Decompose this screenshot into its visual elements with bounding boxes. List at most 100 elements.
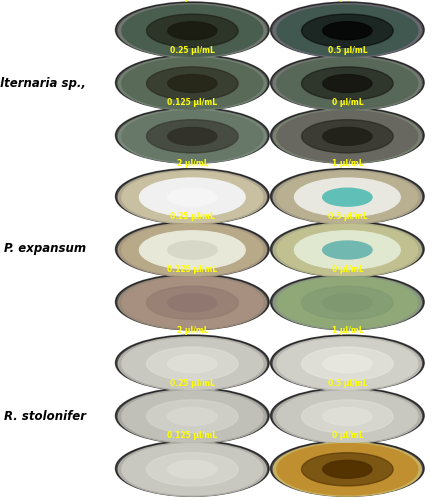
- Ellipse shape: [271, 108, 424, 164]
- Ellipse shape: [323, 22, 372, 40]
- Ellipse shape: [168, 460, 217, 478]
- Ellipse shape: [277, 391, 418, 442]
- Ellipse shape: [301, 286, 393, 320]
- Ellipse shape: [116, 55, 269, 110]
- Ellipse shape: [323, 408, 372, 426]
- Ellipse shape: [122, 444, 263, 495]
- Ellipse shape: [116, 274, 269, 330]
- Ellipse shape: [273, 4, 421, 58]
- Ellipse shape: [271, 335, 424, 391]
- Ellipse shape: [116, 440, 269, 496]
- Ellipse shape: [116, 168, 269, 224]
- Text: 0.5 μl/mL: 0.5 μl/mL: [327, 378, 367, 388]
- Ellipse shape: [277, 224, 418, 276]
- Ellipse shape: [271, 274, 424, 330]
- Text: 0.125 μl/mL: 0.125 μl/mL: [167, 98, 217, 108]
- Text: 0 μl/mL: 0 μl/mL: [331, 432, 363, 440]
- Ellipse shape: [168, 354, 217, 372]
- Ellipse shape: [271, 2, 424, 58]
- Ellipse shape: [277, 5, 418, 57]
- Ellipse shape: [301, 120, 393, 153]
- Ellipse shape: [168, 294, 217, 312]
- Ellipse shape: [273, 110, 421, 163]
- Text: 1 μl/mL: 1 μl/mL: [331, 160, 363, 168]
- Text: 0.5 μl/mL: 0.5 μl/mL: [327, 212, 367, 221]
- Ellipse shape: [294, 178, 400, 216]
- Ellipse shape: [168, 241, 217, 259]
- Ellipse shape: [118, 337, 266, 390]
- Ellipse shape: [116, 388, 269, 444]
- Ellipse shape: [118, 56, 266, 110]
- Ellipse shape: [146, 67, 238, 100]
- Ellipse shape: [146, 286, 238, 320]
- Text: Alternaria sp.,: Alternaria sp.,: [0, 77, 86, 90]
- Text: 0.25 μl/mL: 0.25 μl/mL: [170, 378, 215, 388]
- Text: 2 μl/mL: 2 μl/mL: [177, 326, 208, 335]
- Ellipse shape: [277, 172, 418, 223]
- Ellipse shape: [271, 55, 424, 110]
- Ellipse shape: [323, 460, 372, 478]
- Text: 0.25 μl/mL: 0.25 μl/mL: [170, 46, 215, 54]
- Ellipse shape: [118, 110, 266, 163]
- Ellipse shape: [301, 14, 393, 48]
- Ellipse shape: [301, 400, 393, 433]
- Ellipse shape: [146, 347, 238, 380]
- Ellipse shape: [116, 2, 269, 58]
- Ellipse shape: [273, 223, 421, 277]
- Ellipse shape: [118, 170, 266, 224]
- Ellipse shape: [271, 388, 424, 444]
- Ellipse shape: [122, 58, 263, 109]
- Text: R. stolonifer: R. stolonifer: [4, 410, 86, 422]
- Ellipse shape: [323, 74, 372, 92]
- Text: 2 μl/mL: 2 μl/mL: [177, 0, 208, 2]
- Ellipse shape: [146, 452, 238, 486]
- Ellipse shape: [146, 120, 238, 153]
- Text: 0 μl/mL: 0 μl/mL: [331, 265, 363, 274]
- Text: 1 μl/mL: 1 μl/mL: [331, 326, 363, 335]
- Ellipse shape: [140, 231, 245, 269]
- Ellipse shape: [118, 390, 266, 444]
- Ellipse shape: [323, 188, 372, 206]
- Text: 0 μl/mL: 0 μl/mL: [331, 98, 363, 108]
- Ellipse shape: [323, 294, 372, 312]
- Ellipse shape: [273, 390, 421, 444]
- Ellipse shape: [277, 444, 418, 495]
- Ellipse shape: [168, 22, 217, 40]
- Ellipse shape: [277, 58, 418, 109]
- Ellipse shape: [122, 110, 263, 162]
- Ellipse shape: [273, 56, 421, 110]
- Ellipse shape: [140, 178, 245, 216]
- Text: 0.25 μl/mL: 0.25 μl/mL: [170, 212, 215, 221]
- Text: 2 μl/mL: 2 μl/mL: [177, 160, 208, 168]
- Ellipse shape: [273, 170, 421, 224]
- Ellipse shape: [301, 67, 393, 100]
- Ellipse shape: [323, 128, 372, 146]
- Ellipse shape: [116, 222, 269, 277]
- Ellipse shape: [301, 347, 393, 380]
- Text: P. expansum: P. expansum: [4, 242, 86, 256]
- Text: 0.125 μl/mL: 0.125 μl/mL: [167, 265, 217, 274]
- Ellipse shape: [168, 128, 217, 146]
- Ellipse shape: [168, 188, 217, 206]
- Ellipse shape: [122, 5, 263, 57]
- Ellipse shape: [294, 231, 400, 269]
- Ellipse shape: [116, 108, 269, 164]
- Ellipse shape: [118, 223, 266, 277]
- Ellipse shape: [118, 442, 266, 496]
- Ellipse shape: [301, 452, 393, 486]
- Ellipse shape: [323, 241, 372, 259]
- Ellipse shape: [273, 442, 421, 496]
- Ellipse shape: [146, 14, 238, 48]
- Ellipse shape: [168, 74, 217, 92]
- Ellipse shape: [277, 110, 418, 162]
- Text: 0.5 μl/mL: 0.5 μl/mL: [327, 46, 367, 54]
- Text: 0.125 μl/mL: 0.125 μl/mL: [167, 432, 217, 440]
- Ellipse shape: [271, 222, 424, 277]
- Ellipse shape: [122, 172, 263, 223]
- Ellipse shape: [277, 338, 418, 390]
- Ellipse shape: [146, 400, 238, 433]
- Ellipse shape: [271, 440, 424, 496]
- Ellipse shape: [168, 408, 217, 426]
- Ellipse shape: [122, 391, 263, 442]
- Ellipse shape: [122, 338, 263, 390]
